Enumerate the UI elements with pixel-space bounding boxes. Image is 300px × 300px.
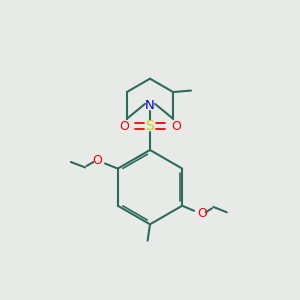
Text: O: O xyxy=(171,120,181,133)
Text: O: O xyxy=(92,154,102,167)
Text: S: S xyxy=(146,119,154,133)
Text: N: N xyxy=(145,99,155,112)
Text: O: O xyxy=(197,207,207,220)
Text: O: O xyxy=(119,120,129,133)
